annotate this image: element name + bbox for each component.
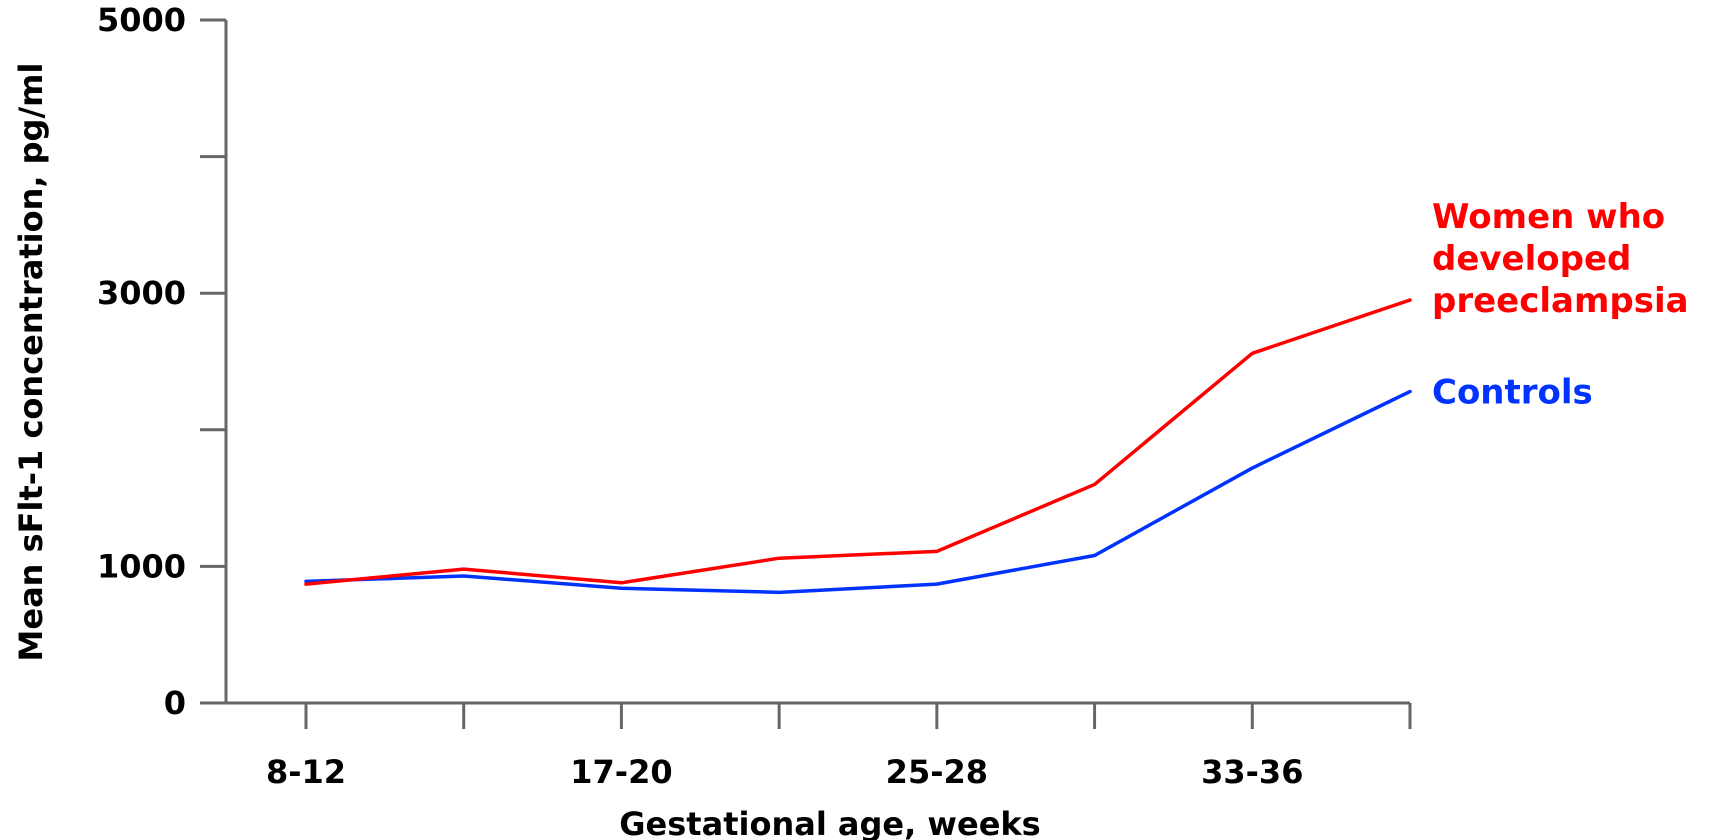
data-point — [304, 582, 308, 586]
series-label-line: Women who — [1432, 197, 1665, 237]
data-point — [1250, 466, 1254, 470]
series-label-line: preeclampsia — [1432, 281, 1689, 321]
data-point — [935, 582, 939, 586]
series-label-line: developed — [1432, 239, 1631, 279]
x-tick-label: 8-12 — [266, 753, 346, 791]
series-label: Women who developed preeclampsia — [1432, 197, 1689, 321]
data-point — [619, 586, 623, 590]
data-point — [619, 581, 623, 585]
series-line — [304, 389, 1412, 595]
data-point — [304, 579, 308, 583]
data-point — [462, 574, 466, 578]
data-point — [777, 556, 781, 560]
data-point — [1408, 390, 1412, 394]
series-labels: Women who developed preeclampsia Controls — [1432, 197, 1689, 413]
y-ticks: 0 1000 3000 5000 — [97, 1, 226, 722]
x-ticks: 8-12 17-20 25-28 33-36 — [266, 703, 1412, 791]
data-point — [935, 549, 939, 553]
data-point — [777, 590, 781, 594]
data-point — [1093, 553, 1097, 557]
x-axis-title: Gestational age, weeks — [619, 805, 1040, 840]
y-tick-label: 0 — [164, 684, 186, 722]
series-line — [304, 298, 1412, 586]
data-point — [1408, 298, 1412, 302]
y-tick-label: 1000 — [97, 547, 186, 585]
series-label: Controls — [1432, 373, 1593, 413]
x-tick-label: 33-36 — [1201, 753, 1303, 791]
x-tick-label: 17-20 — [570, 753, 672, 791]
y-axis-title: Mean sFlt-1 concentration, pg/ml — [12, 63, 50, 662]
series-lines — [304, 298, 1412, 595]
data-point — [1250, 351, 1254, 355]
data-point — [1093, 482, 1097, 486]
x-tick-label: 25-28 — [886, 753, 988, 791]
data-point — [462, 567, 466, 571]
y-tick-label: 5000 — [97, 1, 186, 39]
series-label-line: Controls — [1432, 373, 1593, 413]
y-tick-label: 3000 — [97, 274, 186, 312]
